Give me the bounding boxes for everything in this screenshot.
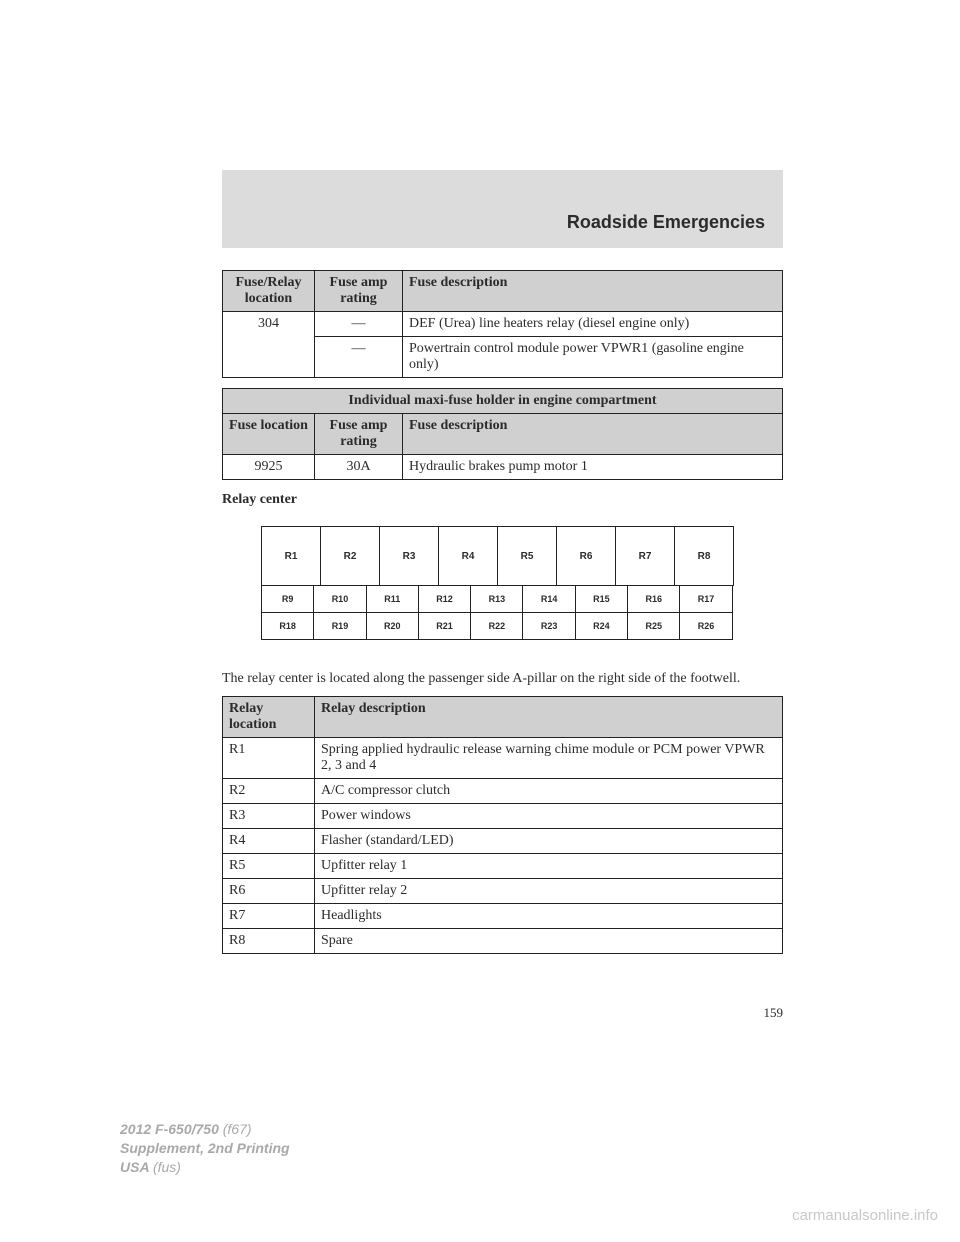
cell-location: R6 <box>223 879 315 904</box>
cell-rating: 30A <box>315 455 403 480</box>
table-header-row: Fuse/Relay location Fuse amp rating Fuse… <box>223 271 783 312</box>
section-title: Roadside Emergencies <box>567 212 765 233</box>
footer-code: (f67) <box>223 1121 252 1137</box>
relay-cell: R14 <box>522 585 575 613</box>
cell-location: R5 <box>223 854 315 879</box>
col-header: Fuse description <box>403 414 783 455</box>
relay-cell: R3 <box>379 526 439 586</box>
cell-location: R4 <box>223 829 315 854</box>
relay-center-heading: Relay center <box>222 492 783 508</box>
table-row: R3Power windows <box>223 804 783 829</box>
relay-cell: R9 <box>261 585 314 613</box>
relay-cell: R15 <box>575 585 628 613</box>
cell-location: 9925 <box>223 455 315 480</box>
relay-cell: R20 <box>366 612 419 640</box>
cell-description: Flasher (standard/LED) <box>315 829 783 854</box>
col-header: Fuse location <box>223 414 315 455</box>
table-row: R7Headlights <box>223 904 783 929</box>
content-area: Fuse/Relay location Fuse amp rating Fuse… <box>222 270 783 954</box>
relay-paragraph: The relay center is located along the pa… <box>222 670 783 688</box>
cell-description: Power windows <box>315 804 783 829</box>
footer-region: USA <box>120 1159 153 1175</box>
col-header: Fuse amp rating <box>315 414 403 455</box>
fuse-table-1: Fuse/Relay location Fuse amp rating Fuse… <box>222 270 783 378</box>
relay-cell: R24 <box>575 612 628 640</box>
cell-rating: — <box>315 337 403 378</box>
relay-cell: R19 <box>313 612 366 640</box>
relay-cell: R6 <box>556 526 616 586</box>
cell-location: R8 <box>223 929 315 954</box>
relay-diagram: R1 R2 R3 R4 R5 R6 R7 R8 R9 R10 R11 R12 R… <box>262 526 783 640</box>
relay-cell: R5 <box>497 526 557 586</box>
cell-description: Upfitter relay 2 <box>315 879 783 904</box>
relay-cell: R4 <box>438 526 498 586</box>
cell-location: R3 <box>223 804 315 829</box>
table-header-row: Relay location Relay description <box>223 697 783 738</box>
col-header: Relay location <box>223 697 315 738</box>
table-row: R8Spare <box>223 929 783 954</box>
relay-table: Relay location Relay description R1Sprin… <box>222 696 783 954</box>
page-number: 159 <box>222 1005 783 1021</box>
table-row: R2A/C compressor clutch <box>223 779 783 804</box>
relay-cell: R21 <box>418 612 471 640</box>
cell-description: A/C compressor clutch <box>315 779 783 804</box>
spacer <box>222 378 783 388</box>
col-header: Fuse/Relay location <box>223 271 315 312</box>
watermark: carmanualsonline.info <box>792 1207 938 1224</box>
relay-cell: R16 <box>627 585 680 613</box>
relay-cell: R25 <box>627 612 680 640</box>
relay-cell: R18 <box>261 612 314 640</box>
cell-location: R2 <box>223 779 315 804</box>
relay-cell: R23 <box>522 612 575 640</box>
relay-cell: R10 <box>313 585 366 613</box>
cell-location: 304 <box>223 312 315 378</box>
footer-region-code: (fus) <box>153 1159 181 1175</box>
header-band: Roadside Emergencies <box>222 170 783 248</box>
relay-row-bot: R18 R19 R20 R21 R22 R23 R24 R25 R26 <box>262 613 783 640</box>
relay-row-top: R1 R2 R3 R4 R5 R6 R7 R8 <box>262 526 783 586</box>
relay-cell: R7 <box>615 526 675 586</box>
footer-model: 2012 F-650/750 <box>120 1121 223 1137</box>
col-header: Fuse description <box>403 271 783 312</box>
relay-cell: R22 <box>470 612 523 640</box>
cell-description: Headlights <box>315 904 783 929</box>
col-header: Relay description <box>315 697 783 738</box>
cell-location: R1 <box>223 738 315 779</box>
table-row: R4Flasher (standard/LED) <box>223 829 783 854</box>
cell-description: Hydraulic brakes pump motor 1 <box>403 455 783 480</box>
relay-cell: R8 <box>674 526 734 586</box>
cell-rating: — <box>315 312 403 337</box>
table-row: R6Upfitter relay 2 <box>223 879 783 904</box>
relay-cell: R2 <box>320 526 380 586</box>
table-banner-row: Individual maxi-fuse holder in engine co… <box>223 389 783 414</box>
relay-cell: R1 <box>261 526 321 586</box>
fuse-table-2: Individual maxi-fuse holder in engine co… <box>222 388 783 480</box>
table-row: 9925 30A Hydraulic brakes pump motor 1 <box>223 455 783 480</box>
relay-cell: R12 <box>418 585 471 613</box>
relay-cell: R13 <box>470 585 523 613</box>
table-row: R5Upfitter relay 1 <box>223 854 783 879</box>
cell-description: Spring applied hydraulic release warning… <box>315 738 783 779</box>
page: Roadside Emergencies Fuse/Relay location… <box>0 0 960 1242</box>
relay-cell: R11 <box>366 585 419 613</box>
cell-description: DEF (Urea) line heaters relay (diesel en… <box>403 312 783 337</box>
table-banner: Individual maxi-fuse holder in engine co… <box>223 389 783 414</box>
table-row: R1Spring applied hydraulic release warni… <box>223 738 783 779</box>
cell-location: R7 <box>223 904 315 929</box>
cell-description: Upfitter relay 1 <box>315 854 783 879</box>
footer: 2012 F-650/750 (f67) Supplement, 2nd Pri… <box>120 1120 290 1177</box>
relay-cell: R26 <box>679 612 732 640</box>
col-header: Fuse amp rating <box>315 271 403 312</box>
table-header-row: Fuse location Fuse amp rating Fuse descr… <box>223 414 783 455</box>
relay-cell: R17 <box>679 585 732 613</box>
cell-description: Powertrain control module power VPWR1 (g… <box>403 337 783 378</box>
cell-description: Spare <box>315 929 783 954</box>
table-row: 304 — DEF (Urea) line heaters relay (die… <box>223 312 783 337</box>
footer-printing: Supplement, 2nd Printing <box>120 1140 290 1156</box>
relay-row-mid: R9 R10 R11 R12 R13 R14 R15 R16 R17 <box>262 586 783 613</box>
